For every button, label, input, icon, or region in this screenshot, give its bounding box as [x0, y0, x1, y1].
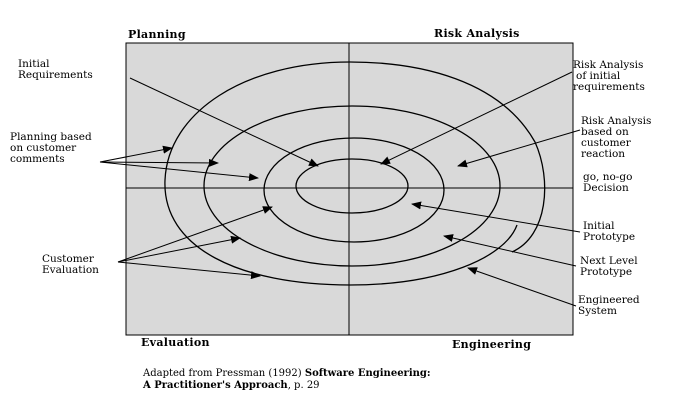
arrow-initial-prototype — [411, 201, 581, 233]
label-risk-initial: Risk Analysis of initial requirements — [573, 59, 647, 93]
arrow-evaluation-2 — [117, 235, 241, 263]
arrow-engineered-system — [467, 267, 577, 307]
label-initial-prototype: Initial Prototype — [583, 220, 635, 243]
spiral-outer-arc — [164, 61, 546, 286]
arrow-next-level — [443, 234, 577, 267]
quadrant-evaluation: Evaluation — [141, 336, 210, 349]
label-initial-requirements: Initial Requirements — [18, 58, 93, 81]
label-customer-evaluation: Customer Evaluation — [42, 253, 99, 276]
arrow-initial-requirements — [129, 77, 319, 167]
caption-line-1: Adapted from Pressman (1992) Software En… — [142, 368, 431, 379]
quadrant-planning: Planning — [128, 28, 186, 41]
spiral-loop-1 — [295, 158, 409, 214]
spiral-loop-3 — [203, 105, 501, 267]
arrow-risk-initial — [380, 71, 573, 165]
arrow-evaluation-3 — [117, 261, 261, 280]
spiral-loop-2 — [263, 137, 445, 243]
quadrant-risk-analysis: Risk Analysis — [434, 27, 520, 40]
label-go-no-go: go, no-go Decision — [583, 171, 636, 194]
arrow-planning-1 — [99, 145, 173, 163]
arrow-risk-reaction — [457, 129, 581, 168]
quadrant-engineering: Engineering — [452, 338, 531, 351]
label-planning-based: Planning based on customer comments — [10, 131, 95, 165]
arrow-planning-3 — [99, 161, 259, 182]
label-next-level: Next Level Prototype — [580, 255, 641, 278]
label-risk-reaction: Risk Analysis based on customer reaction — [581, 115, 655, 160]
label-engineered-system: Engineered System — [578, 294, 643, 317]
arrow-planning-2 — [99, 158, 219, 167]
caption-line-2: A Practitioner's Approach, p. 29 — [142, 380, 320, 391]
arrow-evaluation-1 — [117, 206, 273, 263]
arrows — [99, 71, 581, 307]
